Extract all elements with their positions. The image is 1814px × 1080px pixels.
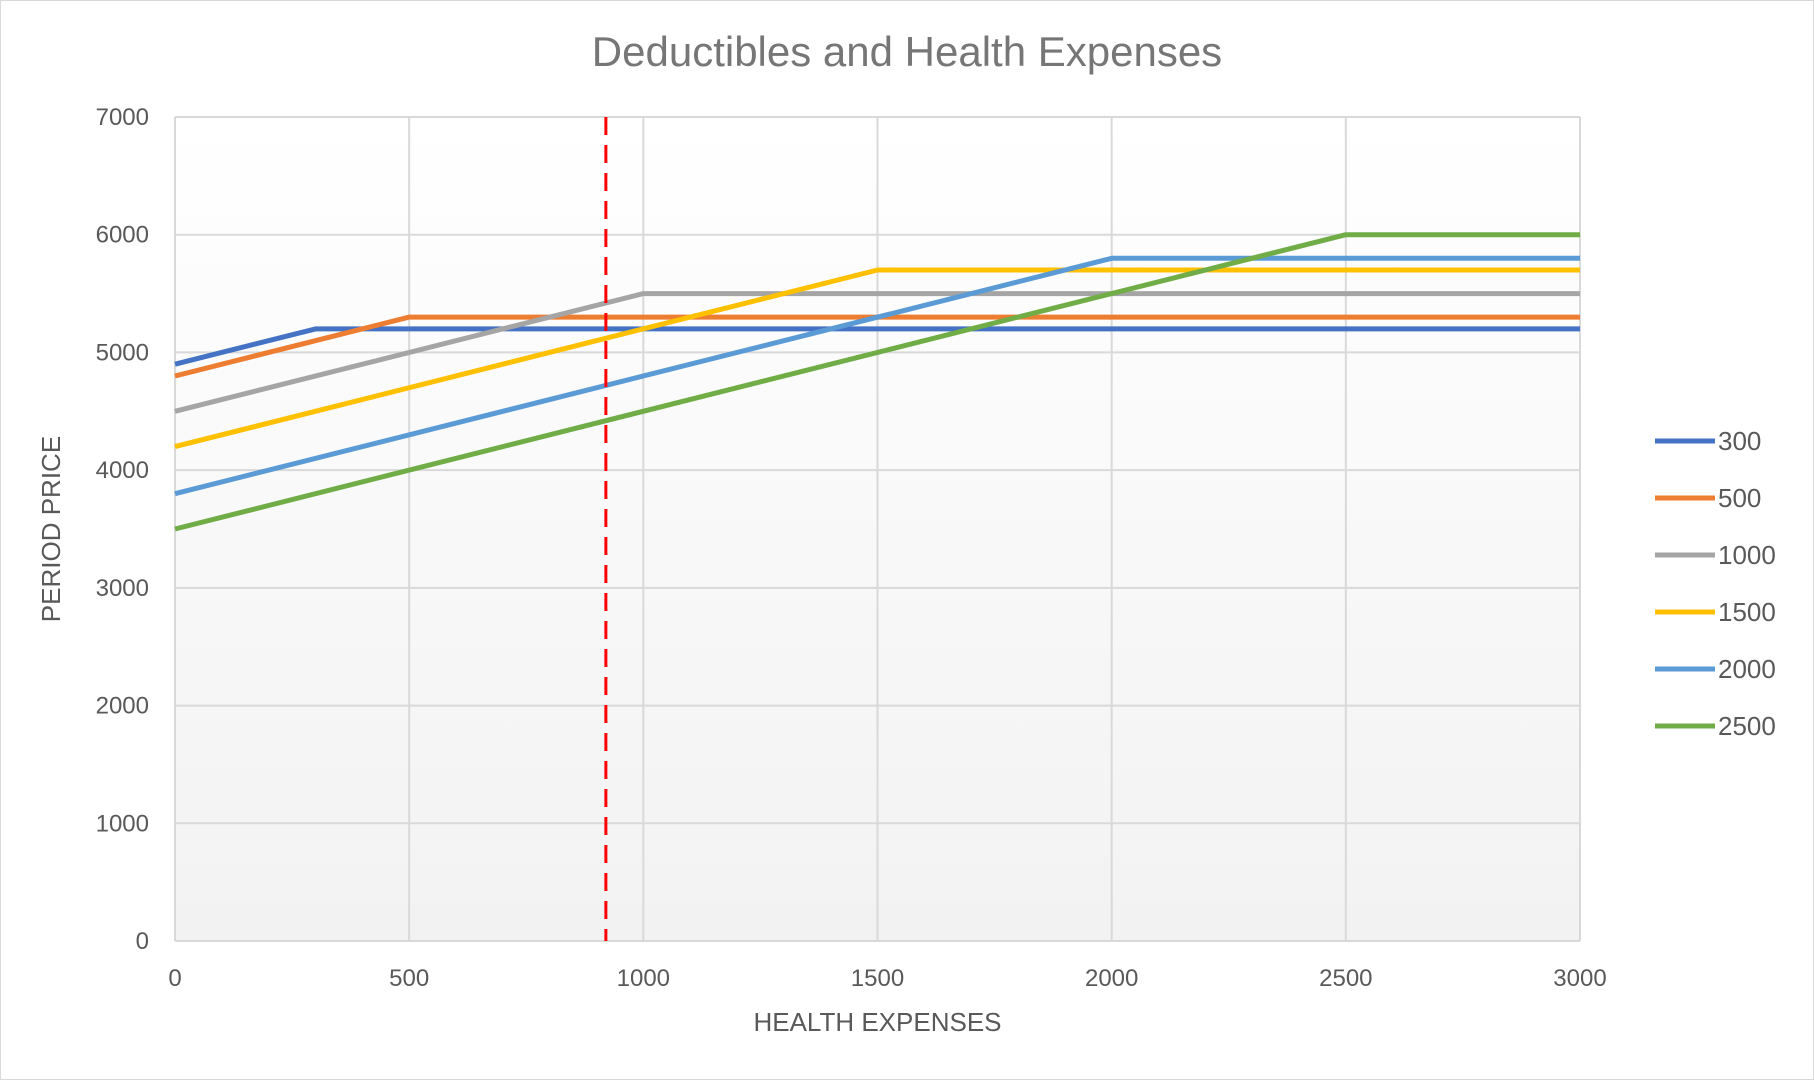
tick-labels: 0 1000 2000 3000 4000 5000 6000 7000 0 500 1000 150… [96,104,1607,992]
legend-label: 1500 [1718,597,1776,627]
y-tick-label: 3000 [96,575,149,602]
y-tick-label: 1000 [96,810,149,837]
x-tick-label: 2000 [1085,965,1138,992]
x-tick-label: 3000 [1553,965,1606,992]
x-tick-label: 1500 [851,965,904,992]
series-line-2000 [174,255,1580,497]
y-axis-title: PERIOD PRICE [36,436,66,622]
y-tick-label: 6000 [96,222,149,249]
y-tick-label: 5000 [96,339,149,366]
series-line-500 [174,314,1580,379]
series-line-1000 [174,291,1580,414]
x-tick-label: 2500 [1319,965,1372,992]
legend-label: 2000 [1718,654,1776,684]
legend-label: 300 [1718,426,1761,456]
y-tick-label: 4000 [96,457,149,484]
x-axis-title: HEALTH EXPENSES [753,1007,1001,1037]
x-tick-label: 500 [389,965,429,992]
x-tick-label: 1000 [617,965,670,992]
series-line-1500 [174,267,1580,450]
legend-label: 2500 [1718,711,1776,741]
legend-label: 500 [1718,483,1761,513]
x-tick-label: 0 [168,965,181,992]
legend: 300 500 1000 1500 2000 2500 [1655,426,1776,741]
chart-title: Deductibles and Health Expenses [592,28,1222,75]
y-tick-label: 7000 [96,104,149,131]
y-tick-label: 2000 [96,693,149,720]
series-layer [174,232,1580,532]
series-line-300 [174,326,1580,367]
y-tick-label: 0 [136,928,149,955]
legend-label: 1000 [1718,540,1776,570]
series-line-2500 [174,232,1580,532]
